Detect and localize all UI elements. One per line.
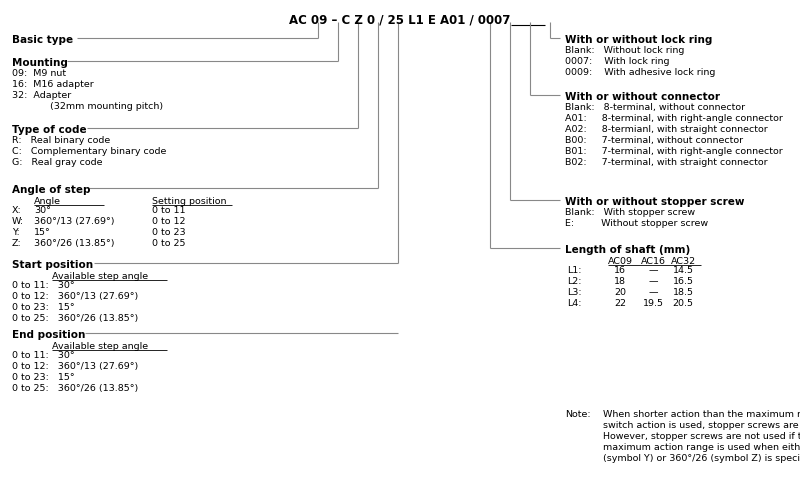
Text: Angle: Angle — [34, 197, 61, 206]
Text: However, stopper screws are not used if the: However, stopper screws are not used if … — [603, 432, 800, 441]
Text: switch action is used, stopper screws are used.: switch action is used, stopper screws ar… — [603, 421, 800, 430]
Text: 0007:    With lock ring: 0007: With lock ring — [565, 57, 670, 66]
Text: 0 to 11: 0 to 11 — [152, 206, 186, 215]
Text: (32mm mounting pitch): (32mm mounting pitch) — [32, 102, 163, 111]
Text: End position: End position — [12, 330, 86, 340]
Text: With or without stopper screw: With or without stopper screw — [565, 197, 745, 207]
Text: L4:: L4: — [567, 299, 582, 308]
Text: Available step angle: Available step angle — [52, 342, 148, 351]
Text: 22: 22 — [614, 299, 626, 308]
Text: 20: 20 — [614, 288, 626, 297]
Text: B02:     7-terminal, with straight connector: B02: 7-terminal, with straight connector — [565, 158, 768, 167]
Text: 20.5: 20.5 — [673, 299, 694, 308]
Text: L1:: L1: — [567, 266, 582, 275]
Text: 32:  Adapter: 32: Adapter — [12, 91, 71, 100]
Text: 0009:    With adhesive lock ring: 0009: With adhesive lock ring — [565, 68, 715, 77]
Text: When shorter action than the maximum range of: When shorter action than the maximum ran… — [603, 410, 800, 419]
Text: Angle of step: Angle of step — [12, 185, 90, 195]
Text: —: — — [648, 288, 658, 297]
Text: 0 to 12:   360°/13 (27.69°): 0 to 12: 360°/13 (27.69°) — [12, 292, 138, 301]
Text: Z:: Z: — [12, 239, 22, 248]
Text: 16:  M16 adapter: 16: M16 adapter — [12, 80, 94, 89]
Text: (symbol Y) or 360°/26 (symbol Z) is specified.: (symbol Y) or 360°/26 (symbol Z) is spec… — [603, 454, 800, 463]
Text: 18.5: 18.5 — [673, 288, 694, 297]
Text: Mounting: Mounting — [12, 58, 68, 68]
Text: 15°: 15° — [34, 228, 50, 237]
Text: 0 to 12: 0 to 12 — [152, 217, 186, 226]
Text: Available step angle: Available step angle — [52, 272, 148, 281]
Text: 30°: 30° — [34, 206, 51, 215]
Text: Blank:   8-terminal, without connector: Blank: 8-terminal, without connector — [565, 103, 745, 112]
Text: 0 to 12:   360°/13 (27.69°): 0 to 12: 360°/13 (27.69°) — [12, 362, 138, 371]
Text: Type of code: Type of code — [12, 125, 86, 135]
Text: Start position: Start position — [12, 260, 93, 270]
Text: With or without connector: With or without connector — [565, 92, 720, 102]
Text: 19.5: 19.5 — [642, 299, 663, 308]
Text: Setting position: Setting position — [152, 197, 226, 206]
Text: W:: W: — [12, 217, 24, 226]
Text: Y:: Y: — [12, 228, 20, 237]
Text: 360°/26 (13.85°): 360°/26 (13.85°) — [34, 239, 114, 248]
Text: 0 to 11:   30°: 0 to 11: 30° — [12, 281, 74, 290]
Text: L2:: L2: — [567, 277, 582, 286]
Text: X:: X: — [12, 206, 22, 215]
Text: Blank:   Without lock ring: Blank: Without lock ring — [565, 46, 684, 55]
Text: AC32: AC32 — [670, 257, 695, 266]
Text: A01:     8-terminal, with right-angle connector: A01: 8-terminal, with right-angle connec… — [565, 114, 783, 123]
Text: L3:: L3: — [567, 288, 582, 297]
Text: E:         Without stopper screw: E: Without stopper screw — [565, 219, 708, 228]
Text: A02:     8-termianl, with straight connector: A02: 8-termianl, with straight connector — [565, 125, 768, 134]
Text: B00:     7-terminal, without connector: B00: 7-terminal, without connector — [565, 136, 743, 145]
Text: 16.5: 16.5 — [673, 277, 694, 286]
Text: 0 to 25: 0 to 25 — [152, 239, 186, 248]
Text: 0 to 23: 0 to 23 — [152, 228, 186, 237]
Text: 0 to 25:   360°/26 (13.85°): 0 to 25: 360°/26 (13.85°) — [12, 384, 138, 393]
Text: 14.5: 14.5 — [673, 266, 694, 275]
Text: 0 to 23:   15°: 0 to 23: 15° — [12, 303, 74, 312]
Text: G:   Real gray code: G: Real gray code — [12, 158, 102, 167]
Text: maximum action range is used when either 15°: maximum action range is used when either… — [603, 443, 800, 452]
Text: AC09: AC09 — [607, 257, 633, 266]
Text: Note:: Note: — [565, 410, 590, 419]
Text: 360°/13 (27.69°): 360°/13 (27.69°) — [34, 217, 114, 226]
Text: Blank:   With stopper screw: Blank: With stopper screw — [565, 208, 695, 217]
Text: B01:     7-terminal, with right-angle connector: B01: 7-terminal, with right-angle connec… — [565, 147, 782, 156]
Text: Basic type: Basic type — [12, 35, 73, 45]
Text: With or without lock ring: With or without lock ring — [565, 35, 712, 45]
Text: 0 to 23:   15°: 0 to 23: 15° — [12, 373, 74, 382]
Text: C:   Complementary binary code: C: Complementary binary code — [12, 147, 166, 156]
Text: 0 to 25:   360°/26 (13.85°): 0 to 25: 360°/26 (13.85°) — [12, 314, 138, 323]
Text: R:   Real binary code: R: Real binary code — [12, 136, 110, 145]
Text: 18: 18 — [614, 277, 626, 286]
Text: —: — — [648, 277, 658, 286]
Text: 16: 16 — [614, 266, 626, 275]
Text: AC 09 – C Z 0 / 25 L1 E A01 / 0007: AC 09 – C Z 0 / 25 L1 E A01 / 0007 — [290, 14, 510, 27]
Text: Length of shaft (mm): Length of shaft (mm) — [565, 245, 690, 255]
Text: —: — — [648, 266, 658, 275]
Text: 09:  M9 nut: 09: M9 nut — [12, 69, 66, 78]
Text: AC16: AC16 — [641, 257, 666, 266]
Text: 0 to 11:   30°: 0 to 11: 30° — [12, 351, 74, 360]
